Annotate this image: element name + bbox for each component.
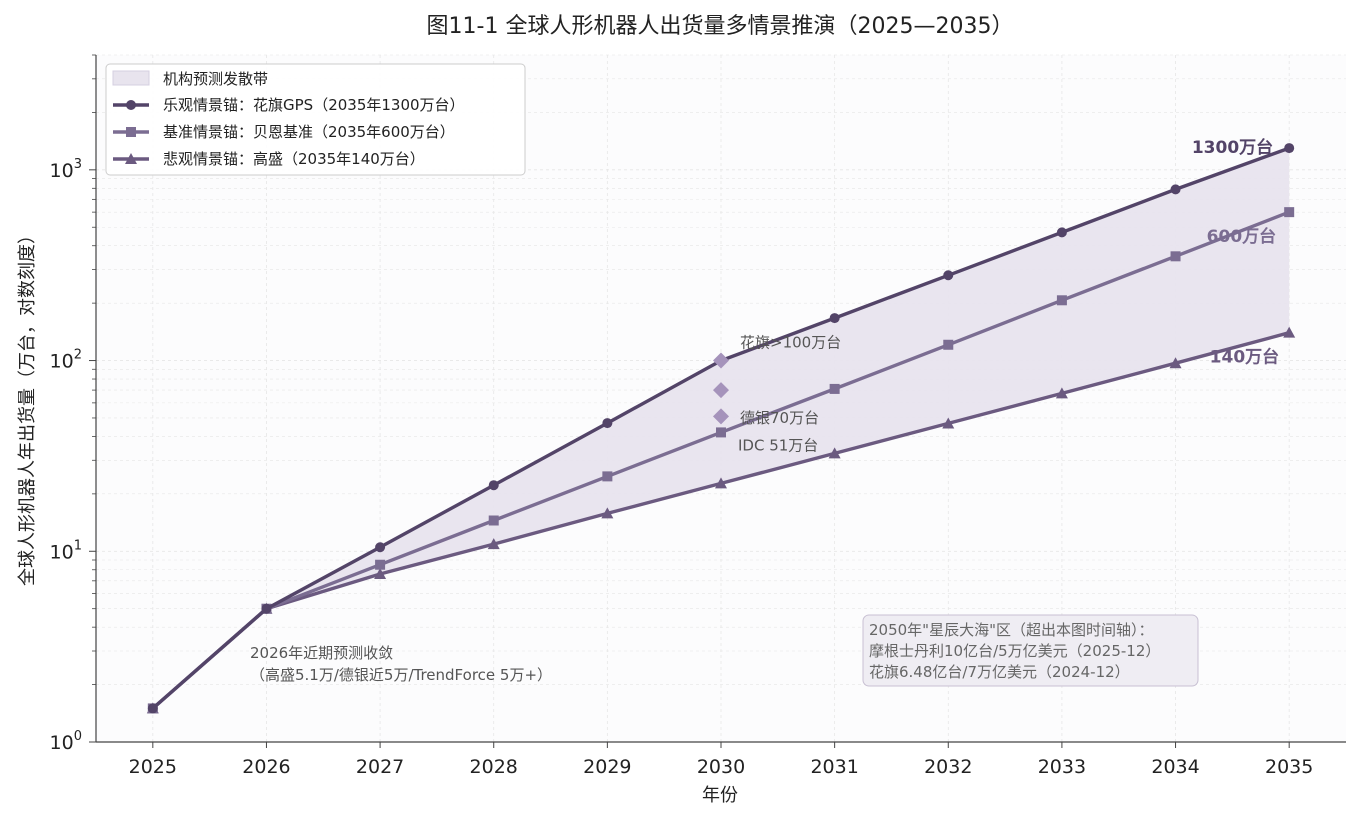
y-axis-label: 全球人形机器人年出货量（万台，对数刻度）: [17, 226, 38, 586]
marker-square: [1170, 251, 1181, 262]
marker-circle: [1284, 143, 1295, 154]
marker-circle: [147, 703, 158, 714]
marker-diamond: [713, 382, 729, 399]
marker-triangle: [487, 538, 500, 550]
marker-triangle: [1283, 326, 1296, 338]
legend-band-swatch: [112, 70, 150, 86]
marker-triangle: [828, 447, 841, 459]
y-tick-label: 101: [50, 538, 82, 563]
y-ticks: 100 101 102 103: [50, 54, 96, 754]
marker-triangle: [1169, 357, 1182, 369]
marker-triangle: [1055, 387, 1068, 399]
marker-circle: [375, 542, 386, 553]
marker-triangle: [601, 507, 614, 519]
x-tick-label: 2026: [242, 756, 290, 778]
chart-title: 图11-1 全球人形机器人出货量多情景推演（2025—2035）: [427, 14, 1014, 39]
x-axis-label: 年份: [702, 785, 738, 806]
y-tick-label: 100: [50, 729, 82, 754]
scenario-2050-line1: 2050年"星辰大海"区（超出本图时间轴）：: [869, 621, 1153, 639]
x-tick-label: 2030: [697, 756, 745, 778]
x-tick-label: 2033: [1038, 756, 1086, 778]
series-end-label: 1300万台: [1192, 137, 1273, 158]
point-2030-label: IDC 51万台: [738, 436, 818, 454]
x-tick-label: 2032: [924, 756, 972, 778]
scenario-2050-box: 2050年"星辰大海"区（超出本图时间轴）： 摩根士丹利10亿台/5万亿美元（2…: [862, 614, 1199, 687]
marker-triangle: [942, 417, 955, 429]
x-tick-label: 2027: [356, 756, 404, 778]
x-tick-label: 2034: [1151, 756, 1199, 778]
near-term-annotation-line2: （高盛5.1万/德银近5万/TrendForce 5万+）: [250, 666, 552, 684]
legend-label: 乐观情景锚：花旗GPS（2035年1300万台）: [163, 96, 465, 114]
near-term-annotation-line1: 2026年近期预测收敛: [250, 644, 393, 662]
marker-circle: [1056, 227, 1067, 238]
legend-label: 基准情景锚：贝恩基准（2035年600万台）: [163, 123, 455, 141]
marker-diamond: [713, 352, 729, 369]
marker-circle: [602, 418, 613, 429]
legend: 机构预测发散带 乐观情景锚：花旗GPS（2035年1300万台） 基准情景锚：贝恩…: [105, 63, 526, 176]
point-2030-label: 花旗>100万台: [740, 334, 841, 352]
marker-square: [602, 471, 613, 482]
x-tick-label: 2028: [470, 756, 518, 778]
series-1: [147, 207, 1295, 714]
y-tick-label: 103: [50, 157, 82, 182]
marker-circle: [261, 603, 272, 614]
x-ticks: 2025 2026 2027 2028 2029 2030 2031 2032 2033 2034…: [129, 742, 1313, 778]
marker-square: [829, 383, 840, 394]
marker-circle: [488, 480, 499, 491]
marker-triangle: [374, 568, 387, 580]
marker-square: [1284, 207, 1295, 218]
legend-label: 悲观情景锚：高盛（2035年140万台）: [163, 150, 425, 168]
marker-circle: [1170, 184, 1181, 195]
y-tick-label: 102: [50, 348, 82, 373]
marker-square: [488, 515, 499, 526]
marker-square: [1056, 295, 1067, 306]
marker-circle: [126, 100, 136, 110]
marker-circle: [829, 313, 840, 324]
series-end-label: 600万台: [1207, 226, 1277, 247]
marker-square: [943, 339, 954, 350]
x-tick-label: 2025: [129, 756, 177, 778]
marker-diamond: [713, 408, 729, 425]
marker-square: [716, 427, 726, 438]
marker-triangle: [715, 477, 727, 489]
marker-square: [126, 127, 136, 137]
marker-square: [375, 559, 386, 570]
x-tick-label: 2035: [1265, 756, 1313, 778]
x-tick-label: 2031: [810, 756, 858, 778]
point-2030-label: 德银70万台: [740, 409, 819, 427]
x-tick-label: 2029: [583, 756, 631, 778]
scenario-2050-line2: 摩根士丹利10亿台/5万亿美元（2025-12）: [869, 642, 1160, 660]
scenario-2050-line3: 花旗6.48亿台/7万亿美元（2024-12）: [869, 663, 1130, 681]
legend-items: 乐观情景锚：花旗GPS（2035年1300万台） 基准情景锚：贝恩基准（2035年…: [113, 96, 465, 168]
legend-band-label: 机构预测发散带: [163, 70, 268, 88]
marker-triangle: [125, 153, 137, 164]
end-labels: 1300万台 600万台 140万台: [1192, 137, 1279, 368]
marker-circle: [943, 270, 954, 281]
series-end-label: 140万台: [1210, 347, 1280, 368]
